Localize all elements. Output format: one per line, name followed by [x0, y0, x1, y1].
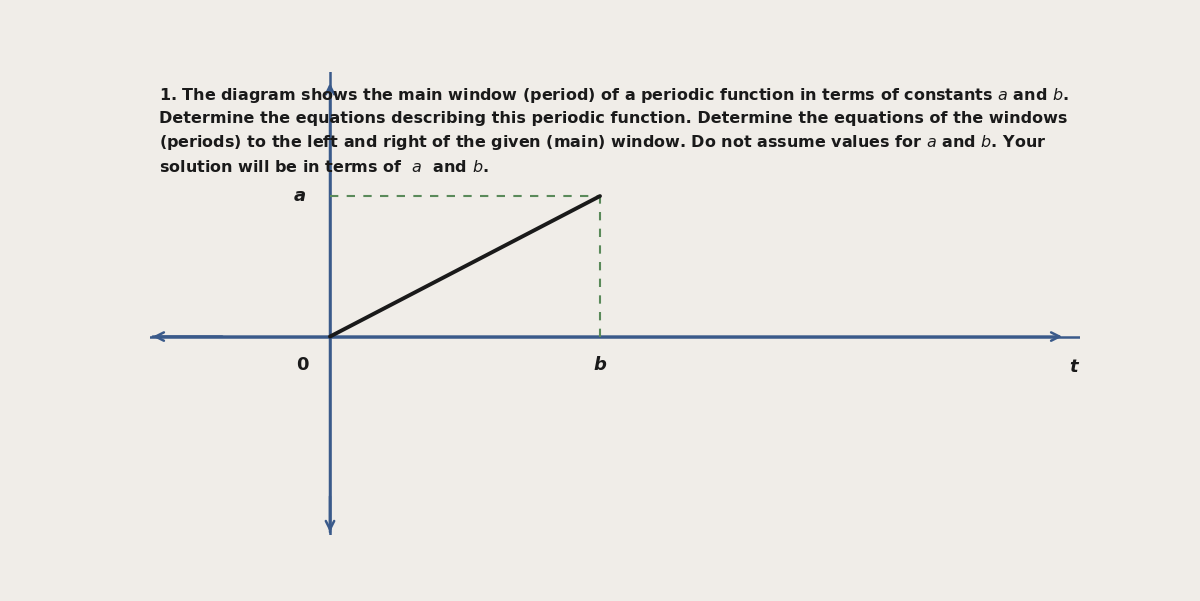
Text: 0: 0 [296, 356, 310, 374]
Text: a: a [294, 187, 306, 205]
Text: 1. The diagram shows the main window (period) of a periodic function in terms of: 1. The diagram shows the main window (pe… [160, 86, 1069, 174]
Text: t: t [1069, 358, 1079, 376]
Text: b: b [594, 356, 606, 374]
